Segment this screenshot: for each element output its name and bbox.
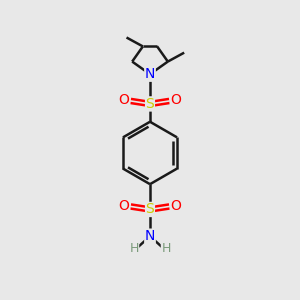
Text: N: N: [145, 229, 155, 243]
Text: O: O: [170, 93, 181, 107]
Text: N: N: [145, 67, 155, 81]
Text: S: S: [146, 97, 154, 111]
Text: O: O: [119, 199, 130, 213]
Text: S: S: [146, 202, 154, 216]
Text: H: H: [161, 242, 171, 256]
Text: O: O: [170, 199, 181, 213]
Text: H: H: [129, 242, 139, 256]
Text: O: O: [119, 93, 130, 107]
